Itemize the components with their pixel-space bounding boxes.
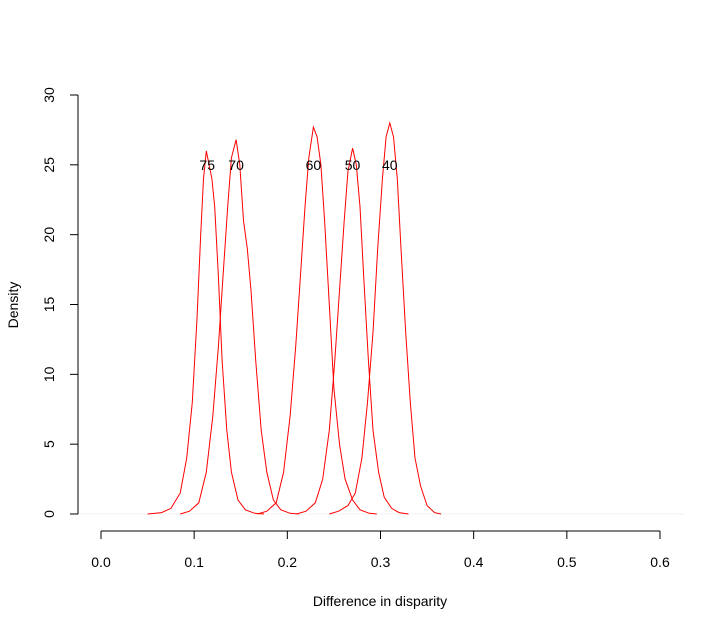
x-tick-label: 0.4 xyxy=(464,554,484,570)
y-axis: 0 5 10 15 20 25 30 xyxy=(41,87,79,518)
y-axis-title: Density xyxy=(5,282,21,329)
peak-label-75: 75 xyxy=(199,157,215,173)
density-curves xyxy=(147,120,442,515)
y-tick-label: 10 xyxy=(41,366,57,382)
x-tick-label: 0.3 xyxy=(371,554,391,570)
density-curve-70 xyxy=(180,139,299,515)
peak-label-40: 40 xyxy=(382,157,398,173)
x-tick-label: 0.0 xyxy=(91,554,111,570)
x-tick-label: 0.1 xyxy=(184,554,204,570)
density-curve-75 xyxy=(147,150,265,515)
y-tick-label: 15 xyxy=(41,297,57,313)
peak-label-70: 70 xyxy=(228,157,244,173)
density-curve-60 xyxy=(257,125,377,515)
y-tick-label: 20 xyxy=(41,227,57,243)
peak-labels: 75 70 60 50 40 xyxy=(199,157,397,173)
y-tick-label: 25 xyxy=(41,157,57,173)
x-tick-label: 0.5 xyxy=(557,554,577,570)
density-curve-40 xyxy=(329,120,442,515)
x-axis: 0.0 0.1 0.2 0.3 0.4 0.5 0.6 xyxy=(91,530,670,570)
peak-label-50: 50 xyxy=(345,157,361,173)
peak-label-60: 60 xyxy=(306,157,322,173)
x-tick-label: 0.2 xyxy=(278,554,298,570)
y-tick-label: 30 xyxy=(41,87,57,103)
x-axis-title: Difference in disparity xyxy=(313,593,447,609)
density-curve-50 xyxy=(296,147,409,515)
y-tick-label: 5 xyxy=(41,440,57,448)
x-tick-label: 0.6 xyxy=(650,554,670,570)
y-tick-label: 0 xyxy=(41,510,57,518)
